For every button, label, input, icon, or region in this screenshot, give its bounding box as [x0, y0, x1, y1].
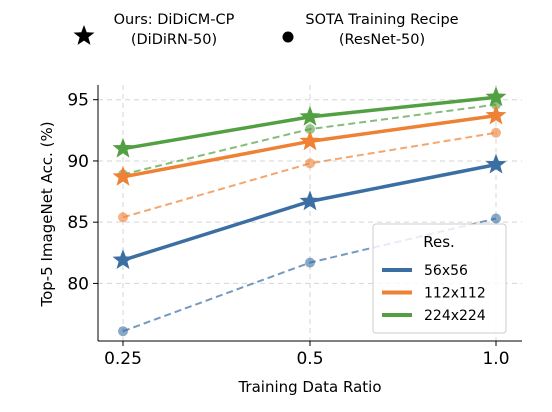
circle-marker-icon: [282, 31, 294, 43]
ours-point-224x224: [112, 137, 134, 158]
ours-point-56x56: [485, 153, 507, 174]
legend-title: Res.: [423, 233, 455, 251]
y-tick-label: 90: [67, 152, 89, 172]
sota-point-56x56: [118, 326, 128, 337]
y-tick-label: 85: [67, 213, 89, 233]
y-axis-label: Top-5 ImageNet Acc. (%): [38, 121, 56, 307]
data-series: [112, 86, 507, 337]
sota-line-112x112: [122, 131, 497, 219]
sota-point-224x224: [305, 124, 315, 135]
x-axis-ticks: 0.25 0.5 1.0: [104, 341, 510, 369]
sota-point-112x112: [305, 158, 315, 169]
legend-entry-label: 56x56: [424, 263, 468, 279]
legend-entry-label: 224x224: [424, 308, 486, 324]
x-tick-label: 0.5: [296, 349, 323, 369]
star-marker-legend-line-1: Ours: DiDiCM-CP: [114, 12, 235, 28]
star-marker-legend-line-2: (DiDiRN-50): [131, 32, 217, 48]
resolution-legend: Res. 56x56 112x112 224x224: [372, 223, 507, 334]
sota-point-112x112: [491, 127, 501, 138]
ours-point-112x112: [112, 165, 134, 186]
legend-box: [372, 223, 507, 334]
ours-point-56x56: [299, 190, 321, 211]
y-axis-ticks: 80 85 90 95: [67, 91, 98, 294]
legend-entry-label: 112x112: [424, 286, 486, 302]
x-tick-label: 1.0: [482, 349, 509, 369]
ours-point-112x112: [299, 130, 321, 151]
sota-point-56x56: [305, 257, 315, 268]
x-tick-label: 0.25: [104, 349, 142, 369]
ours-point-224x224: [485, 86, 507, 107]
y-tick-label: 95: [67, 91, 89, 111]
star-marker-icon: [73, 25, 95, 45]
circle-marker-legend-line-1: SOTA Training Recipe: [305, 12, 458, 28]
ours-point-112x112: [485, 104, 507, 125]
ours-point-56x56: [112, 249, 134, 270]
x-axis-label: Training Data Ratio: [237, 378, 381, 396]
sota-point-112x112: [118, 212, 128, 223]
sota-point-56x56: [491, 213, 501, 224]
ours-point-224x224: [299, 105, 321, 126]
legend-entries: 56x56 112x112 224x224: [382, 263, 486, 324]
axes: 80 85 90 95 0.25 0.5 1.0: [67, 85, 522, 369]
marker-legend: Ours: DiDiCM-CP (DiDiRN-50) SOTA Trainin…: [73, 12, 459, 48]
circle-marker-legend-line-2: (ResNet-50): [339, 32, 425, 48]
y-tick-label: 80: [67, 274, 89, 294]
